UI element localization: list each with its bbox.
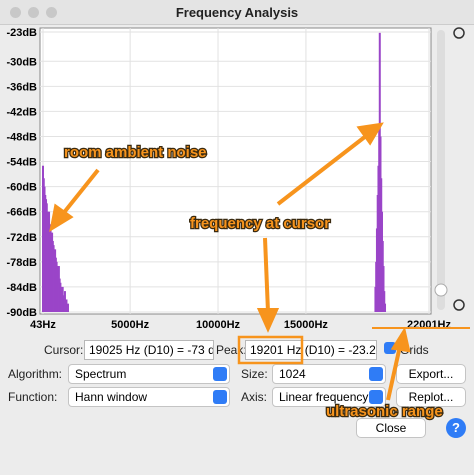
- size-select[interactable]: 1024: [272, 364, 386, 384]
- grids-checkbox[interactable]: [384, 342, 396, 354]
- y-tick-label: -42dB: [6, 106, 37, 118]
- function-select[interactable]: Hann window: [68, 387, 230, 407]
- title-bar: [0, 0, 474, 25]
- close-button[interactable]: Close: [356, 418, 426, 438]
- y-tick-label: -60dB: [6, 182, 37, 194]
- x-tick-label: 5000Hz: [111, 319, 149, 331]
- axis-label: Axis:: [241, 390, 268, 404]
- spectrum-bar: [382, 266, 385, 312]
- grids-label: Grids: [400, 343, 429, 357]
- spectrum-bar: [65, 299, 68, 312]
- axis-select[interactable]: Linear frequency: [272, 387, 386, 407]
- x-tick-label: 10000Hz: [196, 319, 241, 331]
- spectrum-bar: [384, 303, 387, 312]
- y-tick-label: -78dB: [6, 257, 37, 269]
- export-button[interactable]: Export...: [396, 364, 466, 384]
- help-button[interactable]: ?: [446, 418, 466, 438]
- replot-button[interactable]: Replot...: [396, 387, 466, 407]
- size-label: Size:: [241, 367, 268, 381]
- cursor-field[interactable]: 19025 Hz (D10) = -73 dB: [84, 340, 214, 360]
- spectrum-bar: [63, 291, 66, 312]
- window-title: Frequency Analysis: [175, 5, 299, 20]
- close-dot[interactable]: [10, 7, 21, 18]
- y-tick-label: -54dB: [6, 157, 37, 169]
- algorithm-label: Algorithm:: [8, 367, 63, 381]
- max-dot[interactable]: [46, 7, 57, 18]
- x-tick-label: 22001Hz: [407, 319, 452, 331]
- x-tick-label: 15000Hz: [284, 319, 329, 331]
- y-tick-label: -66dB: [6, 207, 37, 219]
- zoom-in[interactable]: [453, 27, 465, 39]
- slider-knob[interactable]: [434, 283, 448, 297]
- cursor-label: Cursor:: [44, 343, 84, 357]
- spectrum-bar: [383, 291, 386, 312]
- peak-label: Peak:: [216, 343, 247, 357]
- spectrum-bar: [66, 303, 69, 312]
- y-tick-label: -72dB: [6, 232, 37, 244]
- y-tick-label: -36dB: [6, 81, 37, 93]
- y-tick-label: -90dB: [6, 307, 37, 319]
- y-tick-label: -48dB: [6, 131, 37, 143]
- min-dot[interactable]: [28, 7, 39, 18]
- y-tick-label: -23dB: [6, 27, 37, 39]
- plot-area: [39, 27, 432, 315]
- function-label: Function:: [8, 390, 58, 404]
- y-tick-label: -30dB: [6, 56, 37, 68]
- y-tick-label: -84dB: [6, 282, 37, 294]
- x-tick-label: 43Hz: [30, 319, 56, 331]
- peak-field[interactable]: 19201 Hz (D10) = -23.2 dB: [245, 340, 377, 360]
- slider-track[interactable]: [437, 30, 445, 310]
- algorithm-select[interactable]: Spectrum: [68, 364, 230, 384]
- zoom-out[interactable]: [453, 299, 465, 311]
- spectrum-plot: -23dB -30dB -36dB -42dB -48dB -54dB -60dB -66dB…: [6, 27, 465, 331]
